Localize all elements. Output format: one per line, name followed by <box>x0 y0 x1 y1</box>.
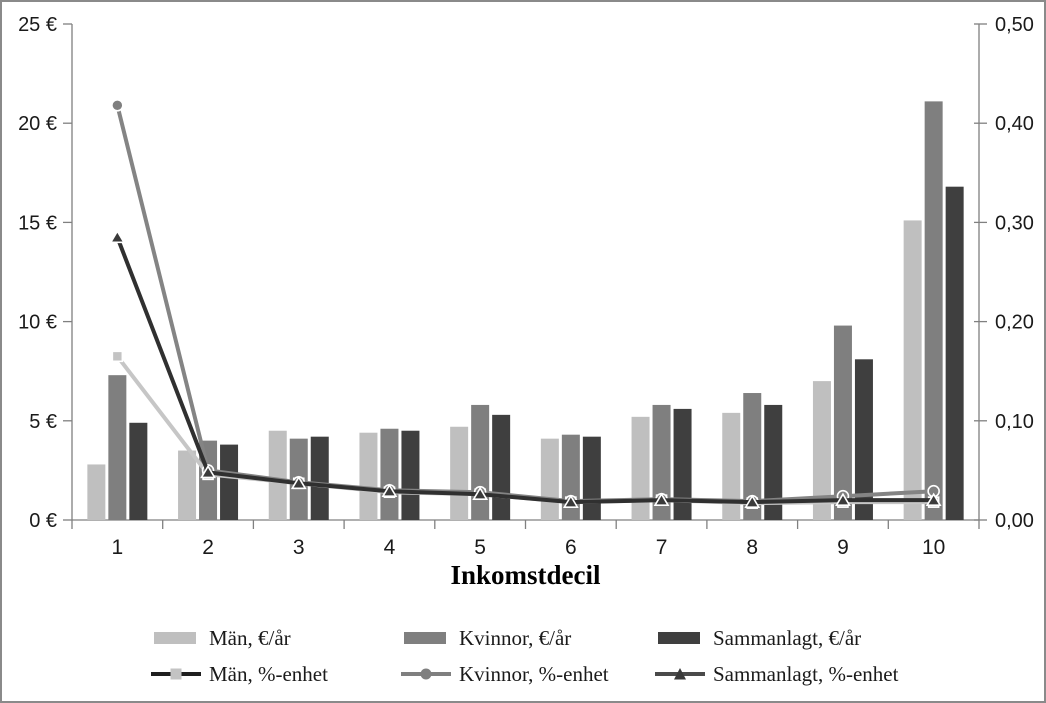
bar <box>310 436 329 520</box>
category-label: 9 <box>837 536 849 558</box>
square-marker <box>111 350 124 363</box>
legend-item: Män, %-enhet <box>150 656 328 692</box>
bar <box>673 408 692 520</box>
right-tick-label: 0,00 <box>995 510 1034 532</box>
bar-series-2 <box>129 186 964 521</box>
legend-line-swatch <box>401 668 451 680</box>
legend-item: Sammanlagt, €/år <box>654 620 861 656</box>
bar <box>87 464 106 520</box>
bar-series-0 <box>87 220 922 520</box>
legend-bar-swatch <box>154 632 196 644</box>
legend-item: Kvinnor, %-enhet <box>400 656 609 692</box>
line-series-2 <box>109 229 942 508</box>
chart-legend: Män, €/år Kvinnor, €/år Sammanlagt, €/år Mä… <box>2 620 1044 692</box>
category-label: 2 <box>202 536 214 558</box>
right-tick-label: 0,30 <box>995 212 1034 234</box>
triangle-marker <box>562 494 579 508</box>
triangle-marker <box>653 492 670 506</box>
bar <box>854 359 873 520</box>
legend-label: Sammanlagt, %-enhet <box>713 661 899 686</box>
triangle-marker <box>381 483 398 498</box>
bar <box>631 416 650 520</box>
bar <box>812 381 831 520</box>
bar <box>220 444 239 520</box>
category-label: 4 <box>384 536 396 558</box>
bar <box>492 414 511 520</box>
legend-bar-swatch <box>404 632 446 644</box>
left-tick-label: 10 € <box>18 312 57 334</box>
bar <box>471 404 490 520</box>
left-tick-label: 20 € <box>18 113 57 135</box>
legend-item: Kvinnor, €/år <box>400 620 571 656</box>
bar <box>743 393 762 520</box>
triangle-marker <box>200 464 216 479</box>
right-tick-label: 0,50 <box>995 14 1034 36</box>
legend-line-swatch <box>151 668 201 680</box>
category-label: 10 <box>922 536 945 558</box>
triangle-marker <box>290 475 307 490</box>
bar <box>359 432 378 520</box>
bar <box>178 450 197 520</box>
bar <box>108 375 127 520</box>
bar <box>722 412 741 520</box>
bar <box>540 438 559 520</box>
bar <box>764 404 783 520</box>
legend-bar-swatch <box>658 632 700 644</box>
legend-item: Män, €/år <box>150 620 291 656</box>
legend-label: Män, %-enhet <box>209 661 328 686</box>
series-line <box>115 355 934 506</box>
left-tick-label: 0 € <box>29 510 57 532</box>
left-tick-label: 15 € <box>18 212 57 234</box>
category-label: 6 <box>565 536 577 558</box>
category-label: 5 <box>474 536 486 558</box>
right-tick-label: 0,20 <box>995 312 1034 334</box>
bar <box>401 430 420 520</box>
legend-row-1: Män, %-enhet Kvinnor, %-enhet Sammanlagt, … <box>2 656 1044 692</box>
bar <box>924 101 943 520</box>
triangle-marker <box>925 492 942 506</box>
circle-marker <box>111 99 124 112</box>
bar <box>833 325 852 520</box>
right-tick-label: 0,10 <box>995 411 1034 433</box>
legend-label: Kvinnor, %-enhet <box>459 661 609 686</box>
triangle-marker-icon <box>674 668 686 680</box>
bar <box>582 436 601 520</box>
triangle-marker <box>835 492 851 506</box>
bar <box>380 428 399 520</box>
series-line <box>115 104 934 504</box>
triangle-marker <box>744 494 761 508</box>
legend-item: Sammanlagt, %-enhet <box>654 656 898 692</box>
bar <box>129 422 148 520</box>
bar <box>903 220 922 520</box>
circle-marker-icon <box>420 668 432 680</box>
bar <box>268 430 287 520</box>
triangle-marker <box>109 229 126 244</box>
legend-row-0: Män, €/år Kvinnor, €/år Sammanlagt, €/år <box>2 620 1044 656</box>
series-line <box>115 236 934 505</box>
legend-label: Män, €/år <box>209 625 291 650</box>
legend-line-swatch <box>655 668 705 680</box>
x-axis-title: Inkomstdecil <box>450 560 601 590</box>
category-label: 7 <box>656 536 668 558</box>
right-tick-label: 0,40 <box>995 113 1034 135</box>
triangle-marker <box>472 486 489 501</box>
left-axis-ticks: 0 € 5 € 10 € 15 € 20 € 25 € <box>18 14 72 532</box>
bar <box>450 426 469 520</box>
bar <box>945 186 964 521</box>
left-tick-label: 5 € <box>29 411 57 433</box>
combo-chart-canvas: 0 €5 €10 €15 €20 €25 €0,000,100,200,300,… <box>18 14 1034 558</box>
category-label: 3 <box>293 536 305 558</box>
right-axis-ticks: 0,00 0,10 0,20 0,30 0,40 0,50 <box>974 14 1034 532</box>
category-label: 8 <box>746 536 758 558</box>
legend-label: Sammanlagt, €/år <box>713 625 862 650</box>
x-axis-ticks: 1 2 3 4 5 6 7 8 9 10 <box>71 520 980 558</box>
square-marker-icon <box>170 668 182 680</box>
left-tick-label: 25 € <box>18 14 57 36</box>
category-label: 1 <box>112 536 124 558</box>
legend-label: Kvinnor, €/år <box>459 625 572 650</box>
bar <box>652 404 671 520</box>
